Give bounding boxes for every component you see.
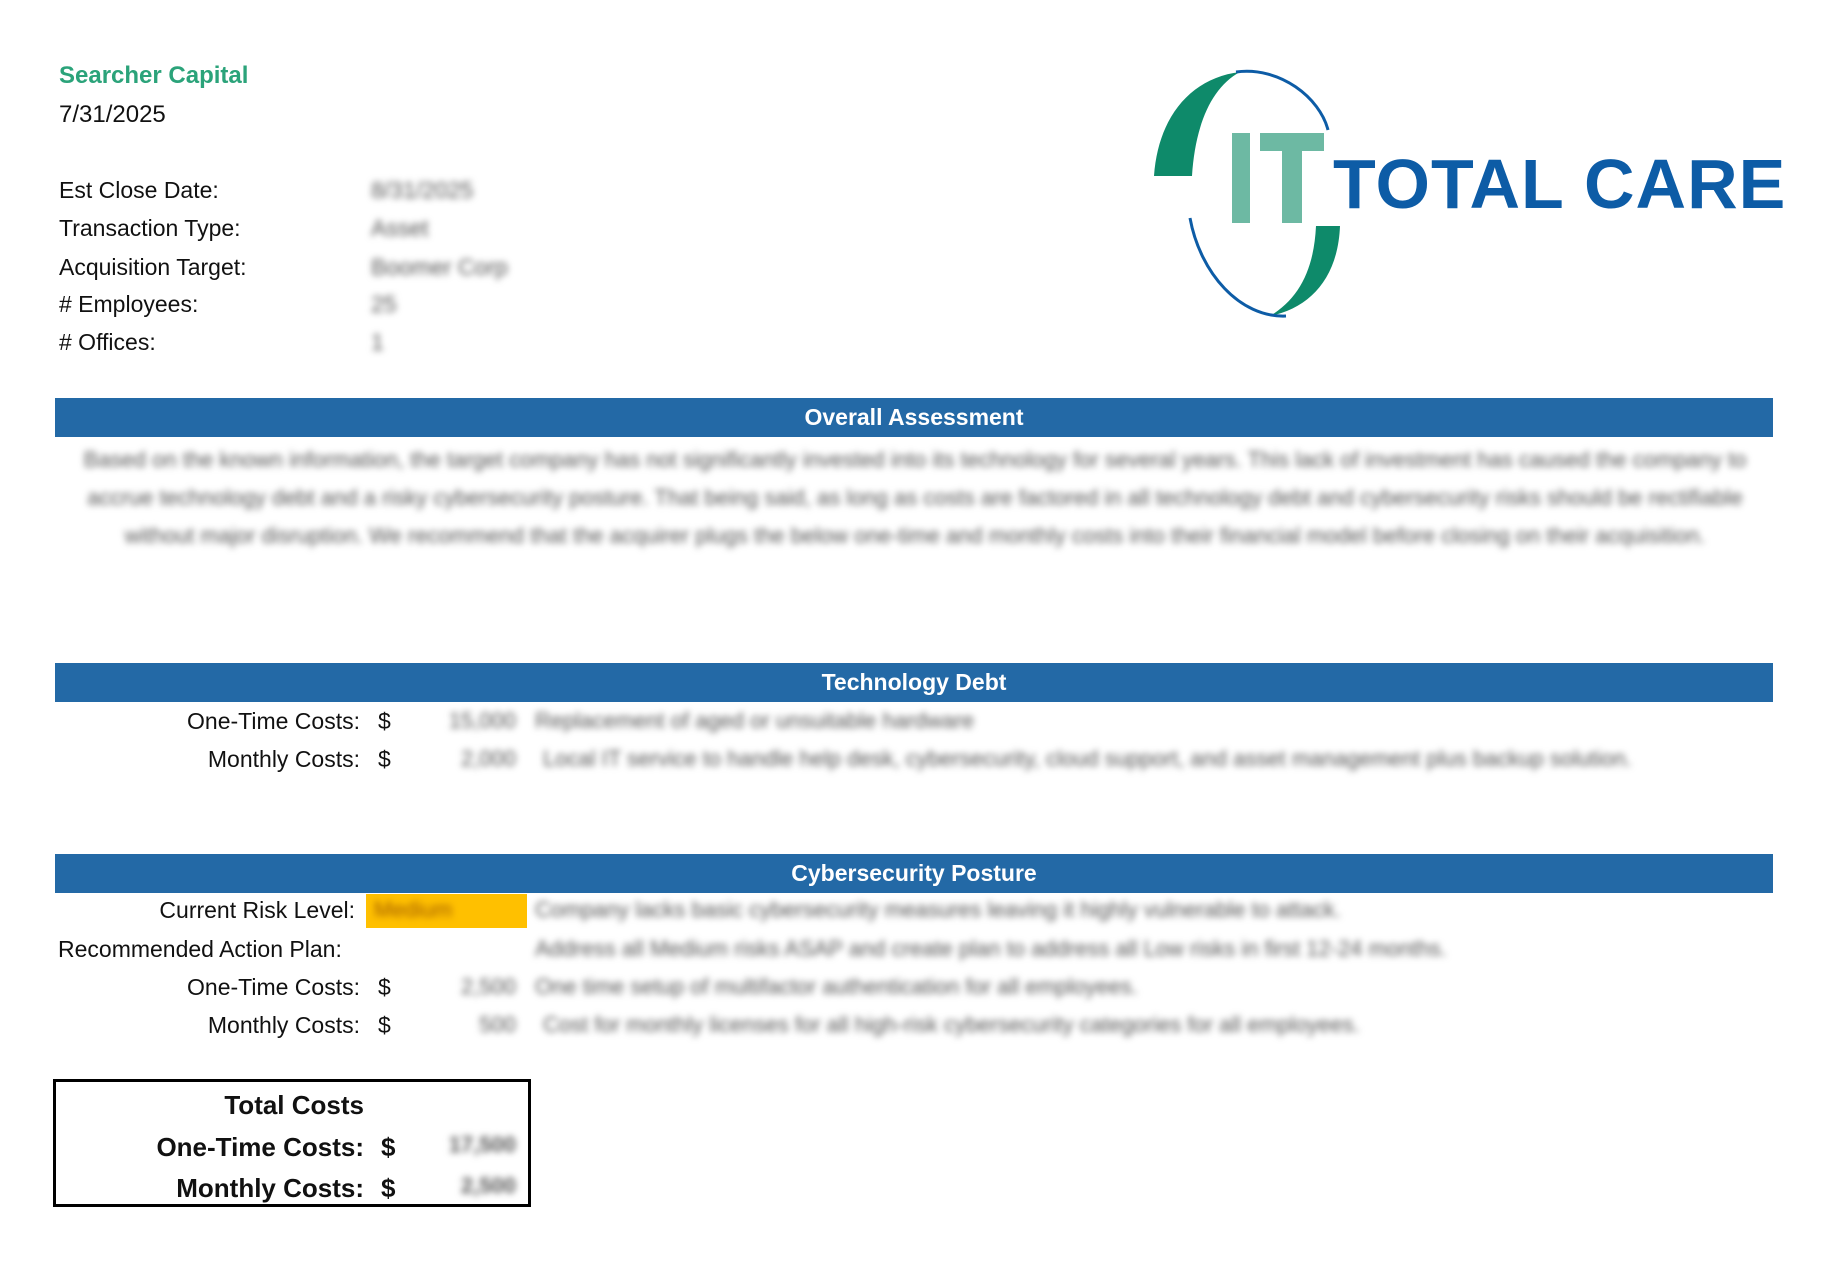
info-label: # Offices: bbox=[59, 329, 156, 355]
row-label: One-Time Costs: bbox=[187, 708, 360, 734]
currency-symbol: $ bbox=[378, 974, 391, 1000]
risk-level-value: Medium bbox=[374, 897, 453, 922]
amount: 2,500 bbox=[460, 974, 516, 999]
currency-symbol: $ bbox=[378, 746, 391, 772]
description: One time setup of multifactor authentica… bbox=[535, 974, 1138, 999]
overall-assessment-text: Based on the known information, the targ… bbox=[83, 447, 1747, 548]
total-label: One-Time Costs: bbox=[156, 1132, 364, 1162]
info-value: 25 bbox=[371, 291, 397, 317]
amount: 15,000 bbox=[448, 708, 516, 733]
total-amount: 17,500 bbox=[448, 1132, 516, 1157]
row-label: One-Time Costs: bbox=[187, 974, 360, 1000]
risk-level-label: Current Risk Level: bbox=[159, 897, 355, 923]
amount: 500 bbox=[479, 1012, 516, 1037]
row-label: Monthly Costs: bbox=[207, 1012, 360, 1038]
info-label: # Employees: bbox=[59, 291, 199, 317]
logo-swoosh-icon bbox=[1154, 69, 1340, 318]
action-plan-label: Recommended Action Plan: bbox=[58, 936, 342, 962]
technology-debt-header: Technology Debt bbox=[55, 663, 1773, 702]
currency-symbol: $ bbox=[381, 1132, 396, 1162]
company-name: Searcher Capital bbox=[59, 62, 249, 89]
company-logo: TOTAL CARE bbox=[1150, 68, 1785, 324]
row-label: Monthly Costs: bbox=[207, 746, 360, 772]
info-value: Asset bbox=[371, 215, 429, 241]
description: Replacement of aged or unsuitable hardwa… bbox=[535, 708, 975, 733]
currency-symbol: $ bbox=[378, 708, 391, 734]
total-label: Monthly Costs: bbox=[176, 1173, 364, 1203]
total-costs-box: Total Costs One-Time Costs: $ 17,500 Mon… bbox=[53, 1079, 531, 1207]
overall-assessment-header: Overall Assessment bbox=[55, 398, 1773, 437]
info-value: 1 bbox=[371, 329, 384, 355]
info-value: Boomer Corp bbox=[371, 254, 508, 280]
total-amount: 2,500 bbox=[460, 1173, 516, 1198]
cybersecurity-posture-header: Cybersecurity Posture bbox=[55, 854, 1773, 893]
info-value: 8/31/2025 bbox=[371, 177, 474, 203]
total-costs-title: Total Costs bbox=[224, 1090, 364, 1120]
currency-symbol: $ bbox=[378, 1012, 391, 1038]
info-label: Transaction Type: bbox=[59, 215, 241, 241]
info-label: Est Close Date: bbox=[59, 177, 219, 203]
description: Local IT service to handle help desk, cy… bbox=[543, 746, 1632, 771]
description: Cost for monthly licenses for all high-r… bbox=[543, 1012, 1360, 1037]
logo-text: TOTAL CARE bbox=[1333, 145, 1787, 223]
currency-symbol: $ bbox=[381, 1173, 396, 1203]
report-date: 7/31/2025 bbox=[59, 101, 166, 128]
info-label: Acquisition Target: bbox=[59, 254, 247, 280]
risk-description: Company lacks basic cybersecurity measur… bbox=[535, 897, 1341, 922]
action-plan-description: Address all Medium risks ASAP and create… bbox=[535, 936, 1447, 961]
risk-level-cell: Medium bbox=[366, 894, 527, 928]
amount: 2,000 bbox=[460, 746, 516, 771]
